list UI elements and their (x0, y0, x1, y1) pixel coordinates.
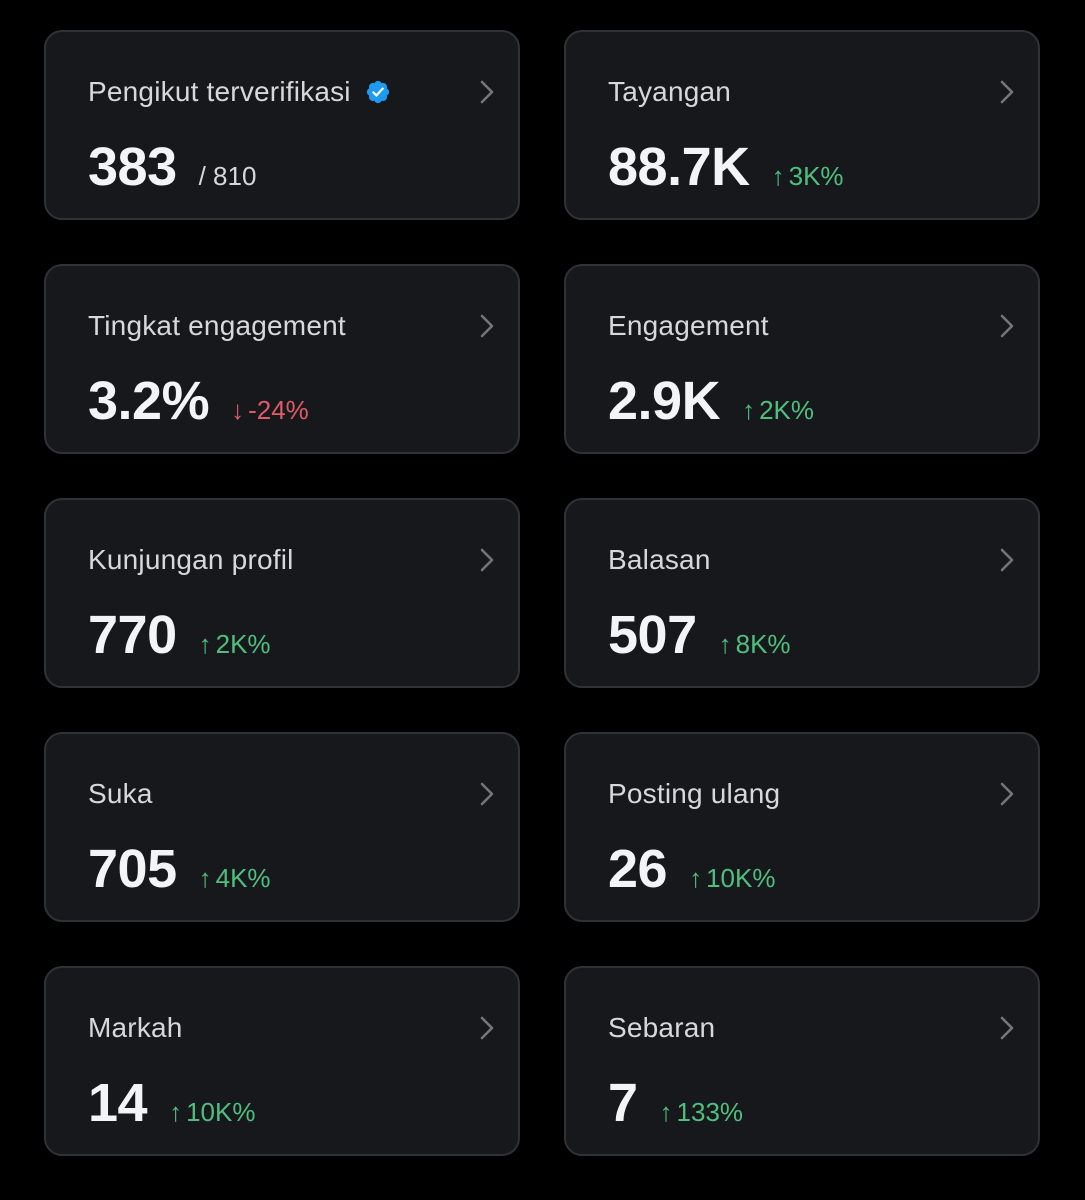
card-label: Tayangan (608, 76, 732, 107)
card-value: 26 (608, 839, 668, 899)
card-label-row: Suka (88, 778, 153, 810)
change-indicator: ↑ 10K% (689, 863, 775, 894)
change-indicator: ↑ 10K% (169, 1097, 255, 1128)
card-value-row: 7 ↑ 133% (608, 1072, 743, 1134)
card-value: 383 (88, 137, 177, 197)
card-label-row: Posting ulang (608, 778, 780, 810)
card-label: Pengikut terverifikasi (88, 76, 351, 107)
chevron-right-icon (480, 314, 494, 338)
card-value-row: 705 ↑ 4K% (88, 838, 271, 900)
chevron-right-icon (1000, 1016, 1014, 1040)
card-engagement[interactable]: Engagement 2.9K ↑ 2K% (564, 264, 1040, 454)
arrow-up-icon: ↑ (771, 161, 785, 191)
card-bookmarks[interactable]: Markah 14 ↑ 10K% (44, 966, 520, 1156)
card-replies[interactable]: Balasan 507 ↑ 8K% (564, 498, 1040, 688)
card-views[interactable]: Tayangan 88.7K ↑ 3K% (564, 30, 1040, 220)
change-indicator: ↑ 3K% (772, 161, 844, 192)
change-indicator: ↓ -24% (231, 395, 309, 426)
card-value: 507 (608, 605, 697, 665)
card-label: Engagement (608, 310, 769, 341)
change-indicator: ↑ 133% (660, 1097, 744, 1128)
card-reposts[interactable]: Posting ulang 26 ↑ 10K% (564, 732, 1040, 922)
chevron-right-icon (1000, 80, 1014, 104)
arrow-up-icon: ↑ (689, 863, 703, 893)
card-label-row: Markah (88, 1012, 183, 1044)
card-label-row: Kunjungan profil (88, 544, 294, 576)
chevron-right-icon (1000, 782, 1014, 806)
chevron-right-icon (1000, 314, 1014, 338)
change-value: -24% (248, 395, 309, 425)
card-value-row: 88.7K ↑ 3K% (608, 136, 844, 198)
change-value: 3K% (788, 161, 844, 191)
verified-badge-icon (366, 80, 389, 104)
chevron-right-icon (480, 782, 494, 806)
card-value: 88.7K (608, 137, 750, 197)
arrow-up-icon: ↑ (198, 629, 212, 659)
card-value-row: 3.2% ↓ -24% (88, 370, 309, 432)
card-label: Markah (88, 1012, 183, 1043)
change-value: 10K% (706, 863, 776, 893)
card-value: 705 (88, 839, 177, 899)
card-label-row: Tayangan (608, 76, 731, 108)
arrow-up-icon: ↑ (742, 395, 756, 425)
change-value: 4K% (215, 863, 271, 893)
card-profile-visits[interactable]: Kunjungan profil 770 ↑ 2K% (44, 498, 520, 688)
card-label: Posting ulang (608, 778, 781, 809)
chevron-right-icon (480, 1016, 494, 1040)
change-value: 2K% (759, 395, 814, 425)
card-value: 7 (608, 1073, 638, 1133)
card-value: 2.9K (608, 371, 721, 431)
card-label: Tingkat engagement (88, 310, 346, 341)
card-likes[interactable]: Suka 705 ↑ 4K% (44, 732, 520, 922)
chevron-right-icon (1000, 548, 1014, 572)
change-indicator: ↑ 2K% (742, 395, 814, 426)
arrow-up-icon: ↑ (198, 863, 212, 893)
card-value-row: 507 ↑ 8K% (608, 604, 791, 666)
card-label-row: Tingkat engagement (88, 310, 346, 342)
change-indicator: ↑ 4K% (199, 863, 271, 894)
change-indicator: ↑ 8K% (719, 629, 791, 660)
card-value-row: 770 ↑ 2K% (88, 604, 271, 666)
card-value: 14 (88, 1073, 148, 1133)
card-label: Balasan (608, 544, 711, 575)
card-value-row: 2.9K ↑ 2K% (608, 370, 814, 432)
chevron-right-icon (480, 548, 494, 572)
card-subvalue: / 810 (198, 161, 257, 191)
card-label-row: Pengikut terverifikasi (88, 76, 391, 108)
card-value-row: 26 ↑ 10K% (608, 838, 775, 900)
chevron-right-icon (480, 80, 494, 104)
arrow-up-icon: ↑ (169, 1097, 183, 1127)
change-value: 133% (676, 1097, 744, 1127)
card-verified-followers[interactable]: Pengikut terverifikasi 383 / 810 (44, 30, 520, 220)
card-label-row: Balasan (608, 544, 711, 576)
card-value-row: 383 / 810 (88, 136, 256, 198)
arrow-up-icon: ↑ (659, 1097, 673, 1127)
change-indicator: ↑ 2K% (199, 629, 271, 660)
card-label: Suka (88, 778, 153, 809)
card-label: Kunjungan profil (88, 544, 294, 575)
arrow-down-icon: ↓ (231, 395, 245, 425)
arrow-up-icon: ↑ (718, 629, 732, 659)
card-shares[interactable]: Sebaran 7 ↑ 133% (564, 966, 1040, 1156)
change-value: 10K% (186, 1097, 256, 1127)
card-label-row: Engagement (608, 310, 769, 342)
card-value-row: 14 ↑ 10K% (88, 1072, 255, 1134)
card-label-row: Sebaran (608, 1012, 715, 1044)
card-engagement-rate[interactable]: Tingkat engagement 3.2% ↓ -24% (44, 264, 520, 454)
card-value: 770 (88, 605, 177, 665)
change-value: 8K% (735, 629, 791, 659)
card-label: Sebaran (608, 1012, 716, 1043)
card-value: 3.2% (88, 371, 210, 431)
change-value: 2K% (215, 629, 271, 659)
